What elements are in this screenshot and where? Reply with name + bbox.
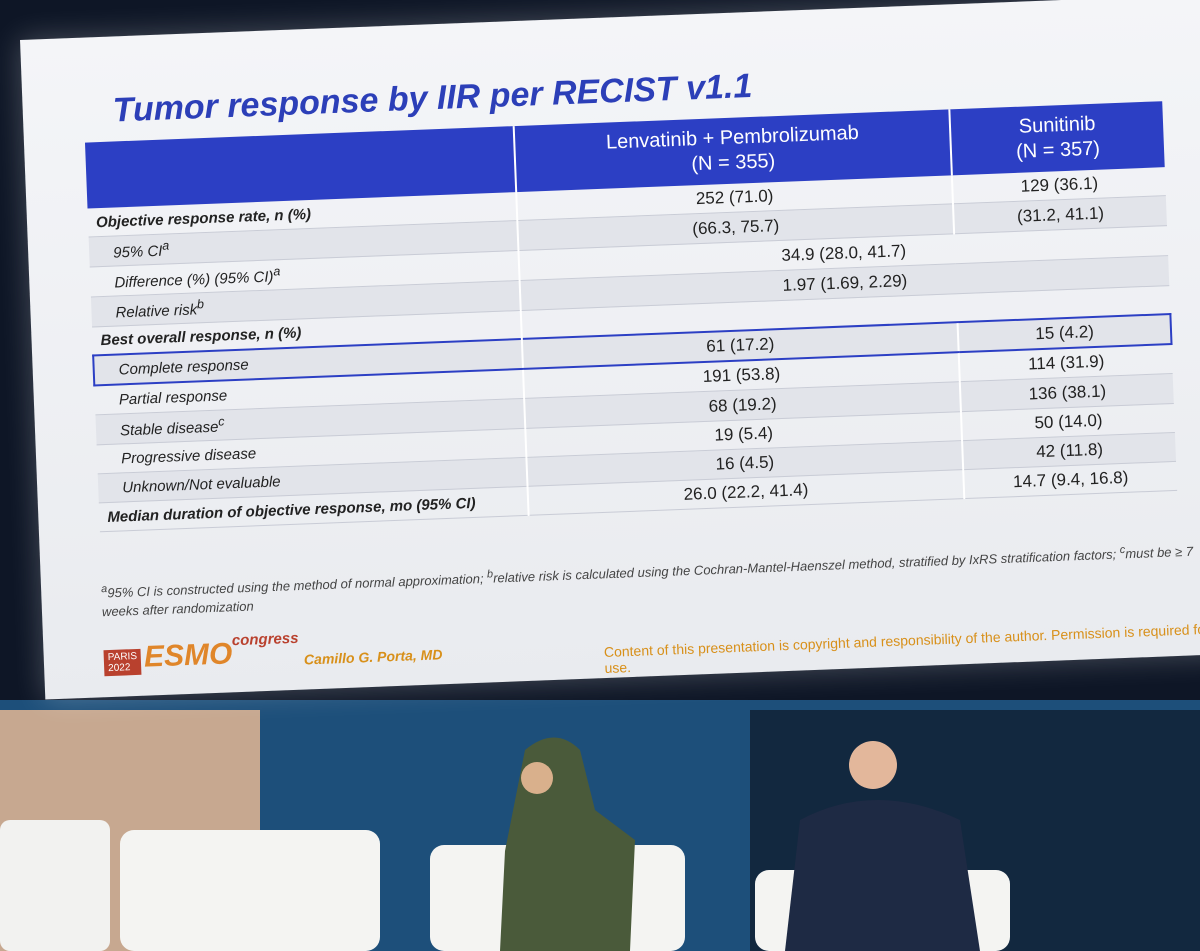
logo-city: PARIS 2022 [103,648,142,677]
footnotes: a95% CI is constructed using the method … [101,540,1200,621]
chair [120,830,380,951]
chair [0,820,110,951]
person-head [849,741,897,789]
footnote-mark: b [196,297,205,312]
logo-event: congress [231,629,299,650]
logo-year: 2022 [107,662,131,675]
logo-city-name: PARIS [107,650,138,664]
header-cell: Sunitinib (N = 357) [949,101,1165,176]
logo-brand: ESMO [143,637,233,674]
row-label: Stable disease [119,418,219,440]
row-label: Complete response [118,355,250,378]
footnote-text: 95% CI is constructed using the method o… [107,570,488,601]
row-label: Difference (%) (95% CI) [114,268,274,292]
response-table: Lenvatinib + Pembrolizumab (N = 355) Sunit… [84,101,1178,532]
presenter: Camillo G. Porta, MD [303,646,443,668]
person [785,800,980,951]
row-label: Best overall response, n (%) [100,324,302,350]
congress-logo: PARIS 2022 ESMO congress [103,629,300,677]
row-label: Partial response [118,386,228,408]
footnote-text: relative risk is calculated using the Co… [492,546,1121,586]
row-label: Progressive disease [120,444,257,467]
row-label: 95% CI [112,242,163,262]
row-label: Unknown/Not evaluable [121,472,281,496]
footnote-mark: c [217,414,225,429]
row-label: Relative risk [115,301,198,322]
table-body: Objective response rate, n (%) 252 (71.0)… [87,167,1178,532]
slide: Tumor response by IIR per RECIST v1.1 Le… [20,0,1200,700]
row-label: Objective response rate, n (%) [95,205,312,231]
footnote-mark: a [161,238,170,253]
person-head [521,762,553,794]
footnote-mark: a [273,264,281,279]
